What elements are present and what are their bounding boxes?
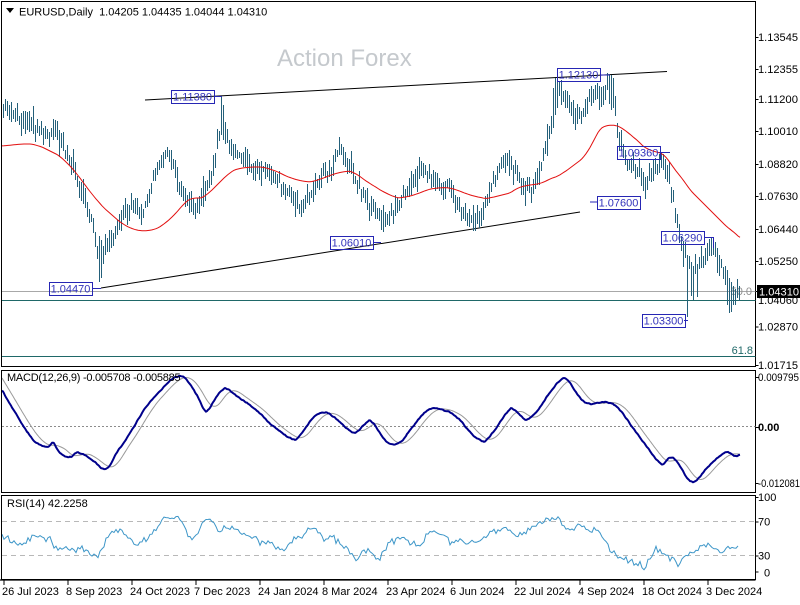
svg-text:1.04310: 1.04310 (759, 287, 799, 299)
svg-text:6 Jun 2024: 6 Jun 2024 (450, 586, 504, 598)
svg-text:1.04470: 1.04470 (51, 284, 91, 296)
svg-text:26 Jul 2023: 26 Jul 2023 (2, 586, 59, 598)
svg-text:1.10010: 1.10010 (758, 126, 798, 138)
svg-text:MACD(12,26,9) -0.005708 -0.005: MACD(12,26,9) -0.005708 -0.005885 (7, 372, 180, 384)
svg-text:1.11380: 1.11380 (173, 92, 212, 104)
svg-text:4 Sep 2024: 4 Sep 2024 (578, 586, 634, 598)
svg-text:1.07630: 1.07630 (758, 191, 798, 203)
svg-text:RSI(14) 42.2258: RSI(14) 42.2258 (7, 498, 88, 510)
svg-text:61.8: 61.8 (732, 345, 753, 357)
svg-text:Action Forex: Action Forex (277, 45, 412, 72)
svg-text:1.07600: 1.07600 (599, 198, 639, 210)
svg-text:23 Apr 2024: 23 Apr 2024 (386, 586, 445, 598)
svg-text:1.05250: 1.05250 (758, 256, 798, 268)
svg-text:8 Sep 2023: 8 Sep 2023 (66, 586, 122, 598)
svg-text:1.06290: 1.06290 (663, 233, 703, 245)
svg-text:18 Oct 2024: 18 Oct 2024 (642, 586, 702, 598)
svg-text:EURUSD,Daily 1.04205 1.04435: EURUSD,Daily 1.04205 1.04435 1.04044 1.0… (19, 7, 267, 19)
svg-text:1.13545: 1.13545 (758, 32, 798, 44)
svg-text:0.009795: 0.009795 (758, 372, 799, 384)
svg-text:1.12130: 1.12130 (559, 70, 599, 82)
svg-text:1.01715: 1.01715 (758, 360, 798, 372)
svg-text:1.09360: 1.09360 (619, 148, 659, 160)
svg-text:3 Dec 2024: 3 Dec 2024 (706, 586, 762, 598)
svg-text:30: 30 (758, 551, 770, 563)
svg-text:100: 100 (758, 492, 776, 504)
svg-text:1.12355: 1.12355 (758, 64, 798, 76)
svg-text:0: 0 (764, 568, 770, 580)
svg-text:-0.012081: -0.012081 (758, 478, 800, 490)
svg-text:22 Jul 2024: 22 Jul 2024 (514, 586, 571, 598)
svg-text:1.11200: 1.11200 (758, 94, 798, 106)
svg-text:70: 70 (758, 517, 770, 529)
svg-text:1.06010: 1.06010 (332, 238, 372, 250)
svg-text:24 Jan 2024: 24 Jan 2024 (258, 586, 319, 598)
svg-text:1.02870: 1.02870 (758, 322, 798, 334)
svg-text:7 Dec 2023: 7 Dec 2023 (194, 586, 250, 598)
svg-text:0.00: 0.00 (758, 422, 779, 434)
svg-text:1.08820: 1.08820 (758, 159, 798, 171)
svg-text:1.06440: 1.06440 (758, 224, 798, 236)
svg-text:8 Mar 2024: 8 Mar 2024 (322, 586, 378, 598)
svg-text:24 Oct 2023: 24 Oct 2023 (130, 586, 190, 598)
svg-text:1.03300: 1.03300 (644, 316, 684, 328)
